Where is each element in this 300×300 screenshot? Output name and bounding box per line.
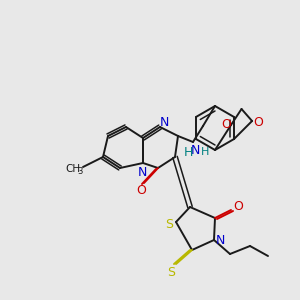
Text: N: N	[215, 235, 225, 248]
Text: H: H	[201, 147, 209, 157]
Text: N: N	[137, 166, 147, 178]
Text: N: N	[159, 116, 169, 128]
Text: N: N	[190, 143, 200, 157]
Text: S: S	[165, 218, 173, 230]
Text: O: O	[136, 184, 146, 197]
Text: O: O	[233, 200, 243, 212]
Text: O: O	[253, 116, 263, 128]
Text: O: O	[221, 118, 231, 130]
Text: CH: CH	[65, 164, 81, 174]
Text: H: H	[183, 146, 193, 158]
Text: 3: 3	[77, 167, 83, 176]
Text: S: S	[167, 266, 175, 278]
